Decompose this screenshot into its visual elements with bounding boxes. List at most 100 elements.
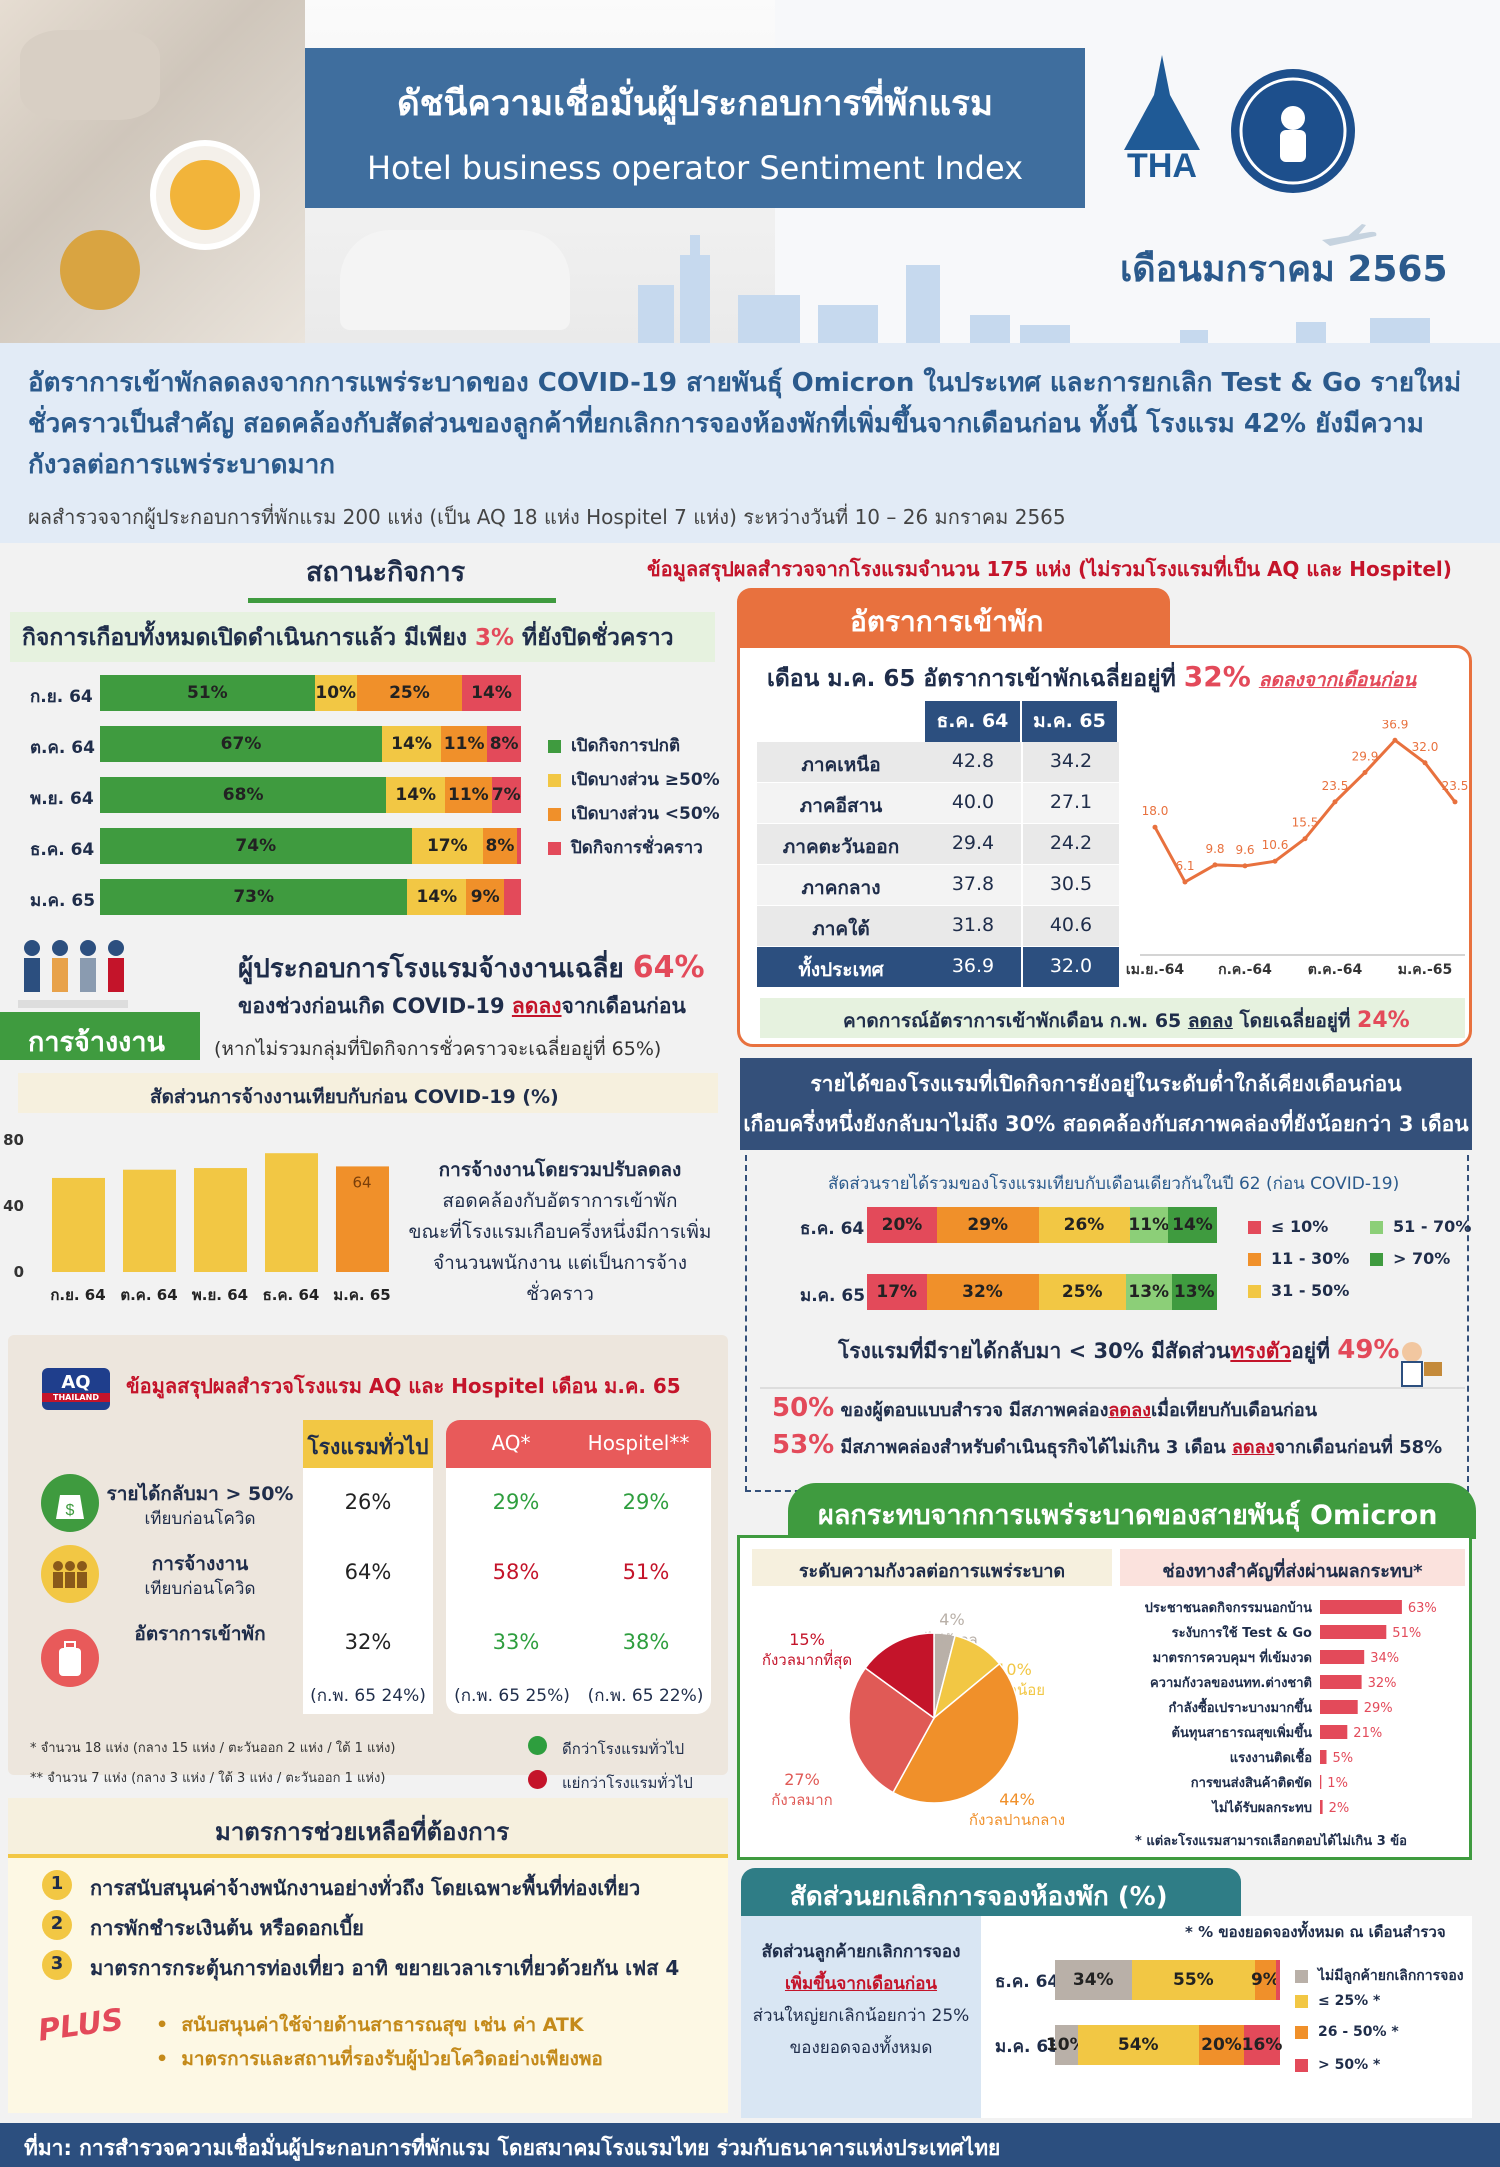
occ-point-6 xyxy=(1332,799,1338,805)
status-cat-0: ก.ย. 64 xyxy=(30,687,93,707)
occ-point-8 xyxy=(1392,737,1398,743)
status-bar-3-3 xyxy=(516,828,521,864)
occ-row-name-4: ภาคใต้ xyxy=(757,906,925,946)
aq-prev-hosp: (ก.พ. 65 22%) xyxy=(587,1686,704,1706)
chan-cat-8: ไม่ได้รับผลกระทบ xyxy=(1210,1799,1312,1816)
chan-value-3: 32% xyxy=(1368,1676,1397,1691)
employment-line1: ผู้ประกอบการโรงแรมจ้างงานเฉลี่ย 64% xyxy=(238,950,705,985)
emp-bar-0 xyxy=(52,1177,105,1272)
occ-xtick-0: เม.ย.-64 xyxy=(1126,962,1184,978)
occ-point-0 xyxy=(1152,824,1158,830)
chan-bar-0 xyxy=(1320,1600,1402,1614)
revenue-cat-1: ม.ค. 65 xyxy=(800,1286,866,1306)
liquidity-line1: 50% ของผู้ตอบแบบสำรวจ มีสภาพคล่องลดลงเมื… xyxy=(772,1393,1318,1423)
cancel-note: * % ของยอดจองทั้งหมด ณ เดือนสำรวจ xyxy=(1185,1923,1446,1941)
employment-desc: การจ้างงานโดยรวมปรับลดลง สอดคล้องกับอัตรา… xyxy=(408,1159,712,1305)
measures-header-band xyxy=(8,1798,728,1858)
legend-rev-0: ≤ 10% xyxy=(1271,1217,1329,1236)
chan-cat-3: ความกังวลของนทท.ต่างชาติ xyxy=(1150,1676,1312,1691)
status-bar-2-0: 68% xyxy=(100,777,387,813)
revenue-bar-1-4: 13% xyxy=(1171,1274,1217,1310)
employment-chart-title-band xyxy=(18,1073,718,1113)
measure-item-1: การพักชำระเงินต้น หรือดอกเบี้ย xyxy=(90,1916,364,1940)
occ-label-2: 9.8 xyxy=(1205,842,1224,856)
revenue-bar-0-3: 11% xyxy=(1128,1207,1169,1243)
summary-note: ข้อมูลสรุปผลสำรวจจากโรงแรมจำนวน 175 แห่ง… xyxy=(647,557,1452,581)
emp-bar-2 xyxy=(194,1168,247,1272)
measures-heading: มาตรการช่วยเหลือที่ต้องการ xyxy=(215,1818,510,1846)
legend-better: ดีกว่าโรงแรมทั่วไป xyxy=(562,1740,685,1758)
chan-value-4: 29% xyxy=(1364,1701,1393,1716)
status-cat-1: ต.ค. 64 xyxy=(30,738,95,758)
status-bar-0-1: 10% xyxy=(314,675,357,711)
cancel-bar-0-1: 55% xyxy=(1131,1960,1256,2000)
occ-label-10: 23.5 xyxy=(1442,779,1469,793)
legend-cancel-0: ไม่มีลูกค้ายกเลิกการจอง xyxy=(1318,1968,1464,1984)
chan-bar-6 xyxy=(1320,1750,1327,1764)
status-bar-1-1: 14% xyxy=(382,726,441,762)
emp-xtick-2: พ.ย. 64 xyxy=(192,1286,248,1304)
employment-line3: (หากไม่รวมกลุ่มที่ปิดกิจการชั่วคราวจะเฉล… xyxy=(214,1038,662,1060)
emp-xtick-0: ก.ย. 64 xyxy=(50,1286,105,1304)
chan-bar-4 xyxy=(1320,1700,1358,1714)
status-bar-2-2: 11% xyxy=(445,777,492,813)
chan-value-7: 1% xyxy=(1327,1776,1348,1791)
chan-value-0: 63% xyxy=(1408,1601,1437,1616)
legend-rev-2: 31 - 50% xyxy=(1271,1281,1350,1300)
chan-cat-7: การขนส่งสินค้าติดขัด xyxy=(1191,1775,1312,1791)
aq-row-label-1: การจ้างงาน เทียบก่อนโควิด xyxy=(144,1553,256,1599)
cancel-left-panel: สัดส่วนลูกค้ายกเลิกการจอง เพิ่มขึ้นจากเดื… xyxy=(741,1916,981,2118)
status-bar-3-1: 17% xyxy=(411,828,484,864)
tha-logo-text: THA xyxy=(1127,147,1197,185)
status-bar-1-2: 11% xyxy=(441,726,488,762)
cancel-bar-1-2: 20% xyxy=(1199,2025,1244,2065)
occ-col-jan: ม.ค. 65 xyxy=(1020,701,1117,743)
revenue-bar-1-1: 32% xyxy=(926,1274,1039,1310)
emp-ytick-1: 40 xyxy=(3,1197,24,1215)
occ-label-6: 23.5 xyxy=(1322,779,1349,793)
aq-row-label-0: รายได้กลับมา > 50% เทียบก่อนโควิด xyxy=(106,1483,294,1529)
occ-label-5: 15.5 xyxy=(1292,816,1319,830)
footer-source: ที่มา: การสำรวจความเชื่อมั่นผู้ประกอบการ… xyxy=(0,2123,1500,2167)
aq-row-hosp-2: 38% xyxy=(622,1630,670,1654)
status-bar-2-3: 7% xyxy=(491,777,521,813)
pie-slice-3 xyxy=(848,1666,935,1794)
occ-xtick-1: ก.ค.-64 xyxy=(1218,962,1272,978)
aq-row-aq-0: 29% xyxy=(492,1490,540,1514)
chan-value-6: 5% xyxy=(1333,1751,1354,1766)
forecast-text: คาดการณ์อัตราการเข้าพักเดือน ก.พ. 65 ลดล… xyxy=(843,1008,1410,1033)
cancel-heading: สัดส่วนยกเลิกการจองห้องพัก (%) xyxy=(790,1882,1168,1912)
chan-cat-2: มาตรการควบคุมฯ ที่เข้มงวด xyxy=(1153,1648,1312,1666)
pie-value-4: 15% xyxy=(789,1630,825,1649)
occ-row-name-5: ทั้งประเทศ xyxy=(757,947,925,987)
status-bar-0-0: 51% xyxy=(100,675,315,711)
aq-col-general xyxy=(303,1420,433,1714)
occupancy-heading: อัตราการเข้าพัก xyxy=(850,605,1044,638)
status-heading: สถานะกิจการ xyxy=(306,557,466,588)
emp-ytick-2: 80 xyxy=(3,1131,24,1149)
measure-item-2: มาตรการกระตุ้นการท่องเที่ยว อาทิ ขยายเวล… xyxy=(90,1956,680,1980)
occ-row-name-0: ภาคเหนือ xyxy=(757,742,925,782)
occ-label-1: 6.1 xyxy=(1175,859,1194,873)
occ-label-4: 10.6 xyxy=(1262,838,1289,852)
plus-item-2: • มาตรการและสถานที่รองรับผู้ป่วยโควิดอย่… xyxy=(156,2048,603,2070)
status-cat-2: พ.ย. 64 xyxy=(30,789,94,809)
legend-status-1: เปิดบางส่วน ≥50% xyxy=(571,770,720,790)
aq-col-other xyxy=(446,1420,711,1714)
cancel-bar-1-0: 10% xyxy=(1046,2025,1087,2065)
occ-row-dec-2: 29.4 xyxy=(925,824,1021,864)
occ-row-jan-1: 27.1 xyxy=(1023,783,1119,823)
pie-slice-2 xyxy=(892,1662,1020,1804)
intro-headline: อัตราการเข้าพักลดลงจากการแพร่ระบาดของ CO… xyxy=(28,368,1462,480)
occ-xtick-2: ต.ค.-64 xyxy=(1308,962,1363,978)
occ-label-9: 32.0 xyxy=(1412,740,1439,754)
occ-row-jan-3: 30.5 xyxy=(1023,865,1119,905)
better-dot-icon xyxy=(528,1736,547,1755)
occ-row-jan-0: 34.2 xyxy=(1023,742,1119,782)
chan-cat-1: ระงับการใช้ Test & Go xyxy=(1172,1624,1312,1641)
concern-pie-chart: 4%ไม่กังวล10%กังวลน้อย44%กังวลปานกลาง27%… xyxy=(762,1610,1065,1829)
pie-label-3: กังวลมาก xyxy=(771,1791,832,1809)
businessman-icon xyxy=(1401,1342,1442,1387)
status-bar-0-3: 14% xyxy=(462,675,521,711)
